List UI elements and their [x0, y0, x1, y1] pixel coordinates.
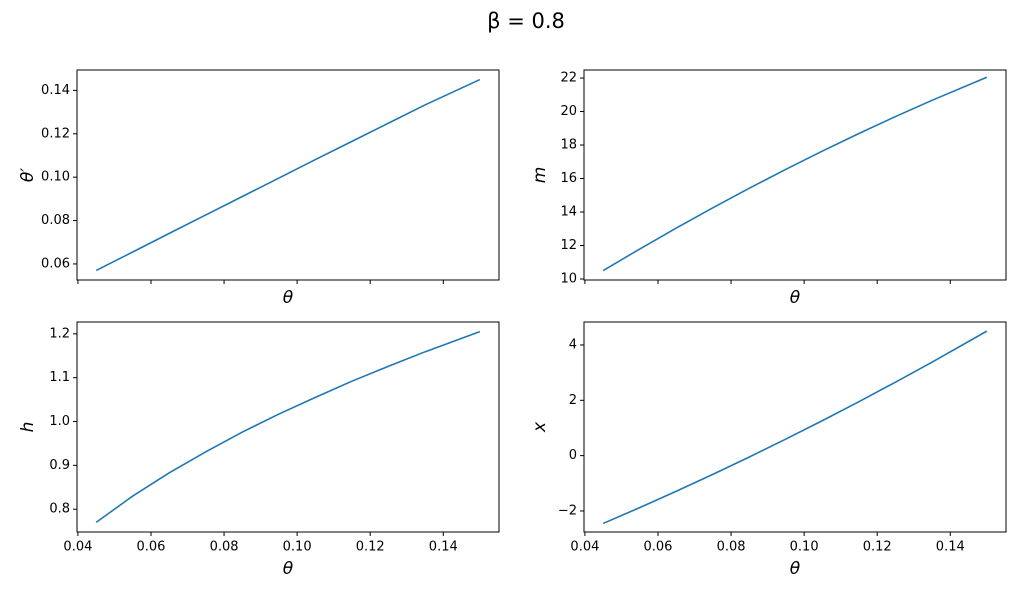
data-line [602, 76, 988, 272]
figure-title: β = 0.8 [487, 9, 565, 33]
x-tick-label: 0.08 [717, 540, 746, 555]
y-tick-label: 0.9 [49, 458, 70, 473]
y-tick-label: 0 [569, 448, 577, 463]
y-tick-label: 12 [560, 238, 577, 253]
y-tick-label: 0.12 [41, 126, 70, 141]
y-tick-label: 20 [560, 104, 577, 119]
y-axis-label: m [530, 167, 550, 184]
y-tick-label: −2 [558, 503, 577, 518]
x-tick-label: 0.06 [137, 540, 166, 555]
axes-frame [76, 69, 500, 281]
y-axis-label: h [18, 422, 38, 433]
y-tick-label: 0.10 [41, 170, 70, 185]
axes-frame [583, 321, 1007, 533]
axes-frame [583, 69, 1007, 281]
y-tick-label: 14 [560, 205, 577, 220]
y-tick-label: 2 [569, 393, 577, 408]
x-axis-label: θ [790, 559, 801, 579]
x-tick-label: 0.10 [790, 540, 819, 555]
x-tick-label: 0.06 [644, 540, 673, 555]
x-axis-label: θ [283, 559, 294, 579]
y-tick-label: 1.1 [49, 370, 70, 385]
y-tick-label: 0.08 [41, 213, 70, 228]
x-tick-label: 0.04 [63, 540, 92, 555]
y-tick-label: 0.8 [49, 502, 70, 517]
x-axis-label: θ [283, 288, 294, 308]
x-tick-label: 0.08 [210, 540, 239, 555]
data-line [95, 78, 481, 272]
y-tick-label: 22 [560, 71, 577, 86]
y-tick-label: 1.2 [49, 326, 70, 341]
x-tick-label: 0.14 [429, 540, 458, 555]
data-line [602, 330, 988, 525]
x-tick-label: 0.04 [570, 540, 599, 555]
y-tick-label: 0.06 [41, 256, 70, 271]
y-tick-label: 4 [569, 337, 577, 352]
x-tick-label: 0.12 [863, 540, 892, 555]
data-line [95, 330, 481, 524]
y-axis-label: θ′ [18, 168, 38, 182]
y-tick-label: 1.0 [49, 414, 70, 429]
x-axis-label: θ [790, 288, 801, 308]
x-tick-label: 0.10 [283, 540, 312, 555]
y-axis-label: x [530, 421, 550, 433]
y-tick-label: 10 [560, 271, 577, 286]
y-tick-label: 18 [560, 138, 577, 153]
y-tick-label: 16 [560, 171, 577, 186]
y-tick-label: 0.14 [41, 83, 70, 98]
x-tick-label: 0.14 [936, 540, 965, 555]
axes-frame [76, 321, 500, 533]
x-tick-label: 0.12 [356, 540, 385, 555]
